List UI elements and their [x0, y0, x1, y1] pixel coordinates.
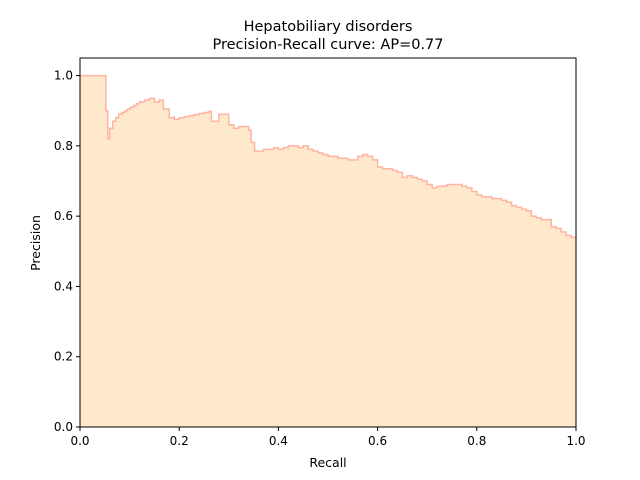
x-tick-label: 0.0 [70, 434, 89, 448]
y-tick-label: 0.8 [54, 139, 73, 153]
y-tick-label: 1.0 [54, 69, 73, 83]
pr-area-fill [80, 75, 576, 427]
x-axis-label: Recall [309, 455, 346, 470]
x-tick-label: 0.4 [269, 434, 288, 448]
y-tick-label: 0.0 [54, 420, 73, 434]
y-tick-label: 0.6 [54, 209, 73, 223]
x-tick-label: 1.0 [566, 434, 585, 448]
y-axis-label: Precision [28, 215, 43, 271]
x-axis: 0.0 0.2 0.4 0.6 0.8 1.0 [70, 427, 586, 448]
y-axis: 0.0 0.2 0.4 0.6 0.8 1.0 [54, 69, 80, 434]
axes-frame [79, 57, 577, 428]
y-tick-label: 0.2 [54, 350, 73, 364]
y-tick-label: 0.4 [54, 279, 73, 293]
pr-curve-line [80, 74, 577, 239]
chart-subtitle: Precision-Recall curve: AP=0.77 [212, 37, 443, 53]
chart-title: Hepatobiliary disorders [244, 19, 413, 35]
plot-area [80, 74, 577, 427]
x-tick-label: 0.6 [368, 434, 387, 448]
x-tick-label: 0.2 [170, 434, 189, 448]
x-tick-label: 0.8 [467, 434, 486, 448]
